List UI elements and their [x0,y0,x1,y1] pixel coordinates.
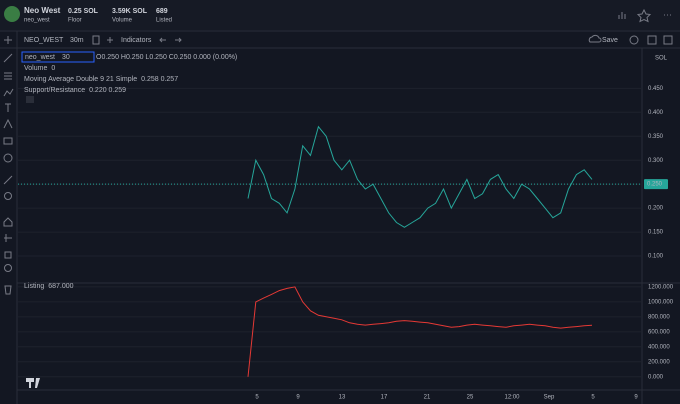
legend-readout: 687.000 [48,283,73,290]
y-tick-label: 0.450 [648,86,664,92]
last-price-tag [644,179,668,190]
collection-name: Neo West [24,6,61,15]
y-tick-label: 1000.000 [648,299,674,305]
collection-handle: neo_west [24,18,50,24]
y-tick-label: 0.000 [648,374,664,380]
star-icon[interactable] [636,8,652,23]
interval[interactable]: 30m [70,37,84,44]
series-line [247,125,593,228]
stats-icon[interactable] [618,12,626,19]
collapse-button[interactable] [26,96,34,103]
y-tick-label: 0.150 [648,230,664,236]
stat-value: 689 [156,8,168,15]
stat-label: Volume [112,18,133,24]
indicators-icon [107,37,113,43]
hide-tool[interactable] [4,264,12,272]
lock-tool[interactable] [4,251,12,259]
series-line [247,286,593,377]
x-tick-label: 9 [634,395,638,401]
study-readout: 0 [51,65,55,72]
drawing-tools [3,36,14,295]
stat-label: Floor [68,18,82,24]
lock-drawing-tool[interactable] [4,234,12,242]
y-tick-label: 600.000 [648,329,670,335]
y-tick-label: 0.200 [648,206,664,212]
tradingview-logo [26,378,40,388]
stat-value: 0.25 SOL [68,8,99,15]
y-tick-label: 0.400 [648,110,664,116]
avatar[interactable] [4,6,20,22]
legend-series: Listing [24,283,44,290]
x-tick-label: 9 [296,395,300,401]
top-bar [0,0,680,30]
x-tick-label: 5 [591,395,595,401]
stat-value: 3.59K SOL [112,8,148,15]
save-button[interactable]: Save [602,37,618,44]
shapes-tool[interactable] [3,137,13,145]
study-readout: 0.258 0.257 [141,76,178,83]
x-tick-label: Sep [544,395,555,401]
fullscreen-icon[interactable] [647,35,657,45]
y-tick-label: 200.000 [648,359,670,365]
magnet-tool[interactable] [3,217,13,227]
forecast-tool[interactable] [3,118,13,129]
stat-label: Listed [156,18,172,24]
crosshair-tool[interactable] [4,36,12,44]
snapshot-icon[interactable] [663,35,673,45]
trendline-tool[interactable] [3,53,13,63]
fib-tool[interactable] [4,72,12,80]
indicators-button[interactable]: Indicators [121,37,152,44]
pattern-tool[interactable] [3,88,14,97]
top-icons [618,8,671,23]
zoom-tool[interactable] [4,192,12,200]
y-unit: SOL [655,56,668,62]
x-tick-label: 21 [424,395,431,401]
settings-icon[interactable] [629,35,639,45]
legend-interval: 30 [62,54,70,61]
text-tool[interactable] [5,103,11,112]
x-tick-label: 13 [339,395,346,401]
bar-style-icon[interactable] [92,35,100,45]
y-tick-label: 800.000 [648,314,670,320]
x-tick-label: 5 [255,395,259,401]
x-tick-label: 17 [381,395,388,401]
emoji-tool[interactable] [3,153,13,163]
x-tick-label: 12:00 [504,395,520,401]
study-name: Volume [24,65,47,72]
symbol[interactable]: NEO_WEST [24,37,64,44]
study-readout: 0.220 0.259 [89,87,126,94]
y-tick-label: 0.300 [648,158,664,164]
study-name: Moving Average Double 9 21 Simple [24,76,137,83]
legend-box [21,51,95,63]
y-tick-label: 1200.000 [648,284,674,290]
y-tick-label: 400.000 [648,344,670,350]
study-name: Support/Resistance [24,87,85,94]
last-price-label: 0.250 [647,182,663,188]
x-tick-label: 25 [467,395,474,401]
ruler-tool[interactable] [3,175,13,185]
undo-redo[interactable] [159,37,182,43]
y-tick-label: 0.350 [648,134,664,140]
cloud-icon [588,34,602,43]
y-tick-label: 0.100 [648,254,664,260]
legend-symbol: neo_west [25,54,55,61]
delete-tool[interactable] [4,285,12,295]
legend-ohlc: O0.250 H0.250 L0.250 C0.250 0.000 (0.00%… [96,54,237,61]
